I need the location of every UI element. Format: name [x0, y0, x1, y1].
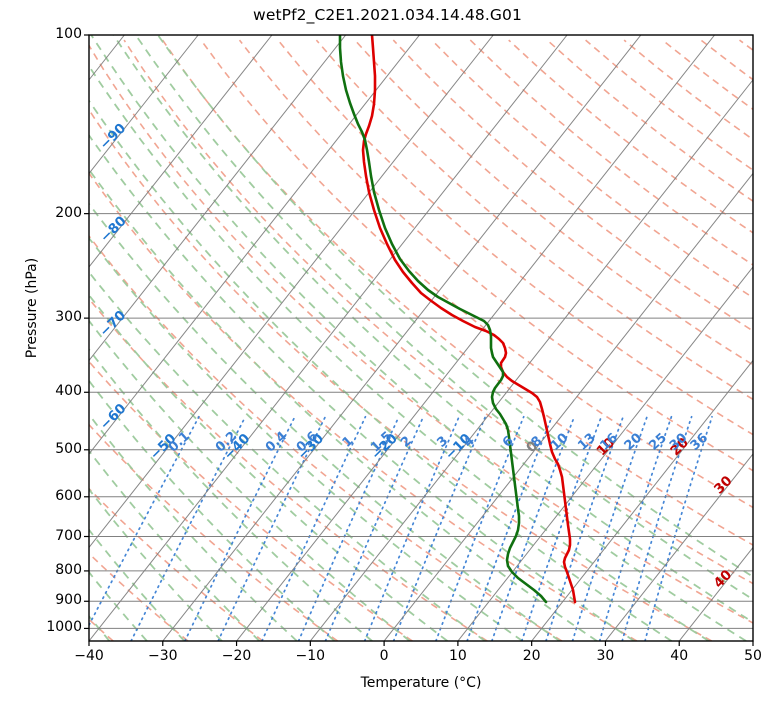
y-tick-700: 700 — [55, 527, 82, 544]
profile-curves — [338, 35, 577, 604]
x-tick--40: −40 — [74, 648, 104, 664]
x-axis-label: Temperature (°C) — [360, 675, 482, 691]
y-tick-600: 600 — [55, 487, 82, 504]
mixing-ratio-lines — [89, 415, 713, 641]
y-tick-300: 300 — [55, 309, 82, 326]
profile-dewpoint — [338, 35, 548, 604]
plot-background — [89, 35, 753, 641]
x-tick--20: −20 — [221, 648, 252, 664]
x-tick--10: −10 — [295, 648, 326, 664]
profile-temperature — [361, 35, 577, 604]
plot-border — [88, 34, 754, 642]
x-tick-0: 0 — [379, 648, 389, 664]
y-tick-800: 800 — [55, 561, 82, 578]
moist-adiabat-lines — [89, 35, 753, 641]
pressure-gridlines — [89, 213, 753, 629]
axis-ticks — [84, 34, 754, 646]
x-tick-10: 10 — [448, 648, 467, 664]
x-tick-40: 40 — [670, 648, 689, 664]
y-tick-500: 500 — [55, 440, 82, 457]
page-title: wetPf2_C2E1.2021.034.14.48.G01 — [253, 6, 522, 24]
y-tick-1000: 1000 — [46, 619, 82, 636]
y-tick-100: 100 — [55, 26, 82, 42]
y-tick-200: 200 — [55, 204, 82, 221]
x-tick-50: 50 — [744, 648, 762, 664]
isotherm-lines — [89, 35, 753, 641]
x-tick--30: −30 — [147, 648, 178, 664]
y-tick-400: 400 — [55, 383, 82, 400]
y-tick-900: 900 — [55, 592, 82, 609]
x-tick-30: 30 — [596, 648, 615, 664]
x-tick-20: 20 — [522, 648, 541, 664]
